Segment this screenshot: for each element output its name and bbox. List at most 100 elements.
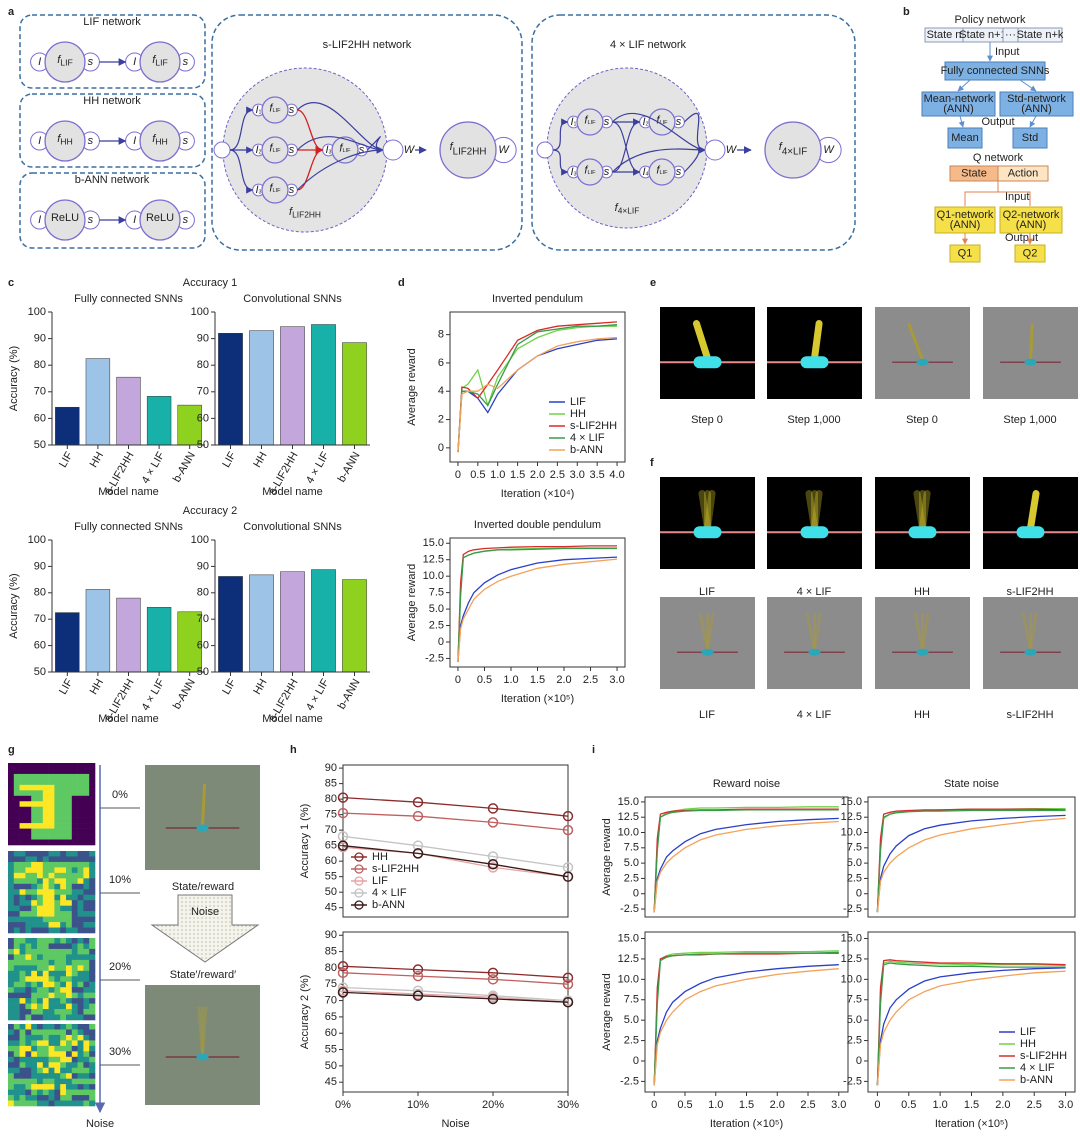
pixel	[48, 823, 55, 829]
neuron	[261, 136, 289, 164]
pixel	[48, 976, 55, 983]
lif4-pool	[546, 67, 708, 229]
pixel	[13, 1029, 20, 1036]
series-line	[342, 845, 569, 878]
pixel	[66, 927, 73, 934]
pixel	[83, 784, 90, 791]
pixel	[19, 922, 26, 928]
node-label: s	[183, 135, 189, 147]
pixel	[60, 959, 67, 966]
pole	[704, 490, 716, 532]
y-tick-label: 75	[325, 809, 337, 821]
flow-box	[999, 206, 1063, 234]
bar	[116, 597, 141, 673]
pixel	[71, 927, 78, 934]
pixel	[42, 900, 49, 906]
pixel	[25, 911, 32, 917]
point	[487, 967, 499, 979]
image-caption: Step 0	[906, 414, 938, 426]
pixel	[66, 872, 73, 879]
pixel	[48, 1045, 55, 1052]
pixel	[25, 784, 32, 791]
x-tick-label: 3.0	[831, 1099, 846, 1111]
image-caption: Step 0	[691, 414, 723, 426]
network-title: b-ANN network	[75, 174, 150, 186]
pixel	[77, 916, 84, 923]
pixel	[31, 1024, 38, 1030]
pixel	[66, 981, 73, 988]
pixel	[37, 872, 44, 879]
pixel	[37, 801, 44, 808]
sim-image	[767, 477, 862, 569]
pixel	[89, 894, 96, 901]
pixel	[89, 905, 96, 912]
y-tick-label: 70	[325, 824, 337, 836]
pixel	[83, 916, 90, 923]
node-label: I	[133, 56, 136, 68]
y-tick-label: 5.0	[847, 857, 862, 869]
pixel	[48, 1051, 55, 1058]
pixel	[89, 784, 96, 791]
pixel	[8, 905, 15, 912]
node-label-base: f	[289, 206, 293, 218]
point	[487, 990, 499, 1001]
pixel	[37, 1100, 44, 1107]
pixel	[71, 894, 78, 901]
pixel	[89, 839, 96, 846]
pixel	[71, 992, 78, 999]
pixel	[13, 1056, 20, 1063]
pixel	[37, 817, 44, 824]
y-tick-label: 0	[633, 1055, 639, 1067]
pixel	[54, 1078, 61, 1085]
pixel	[66, 889, 73, 896]
pixel	[8, 872, 15, 879]
pixel	[19, 784, 26, 791]
series-line	[342, 972, 569, 985]
pixel	[31, 823, 38, 829]
pixel	[60, 1034, 67, 1041]
pixel	[71, 1024, 78, 1030]
point	[337, 987, 349, 998]
pixel	[37, 900, 44, 906]
pixel	[71, 867, 78, 874]
pixel	[71, 965, 78, 972]
node-label: fLIF	[584, 115, 596, 127]
pixel	[66, 1056, 73, 1063]
point	[337, 982, 349, 993]
pixel	[54, 981, 61, 988]
pixel	[25, 1045, 32, 1052]
pixel	[60, 779, 67, 786]
pixel	[42, 938, 49, 944]
pixel	[31, 1078, 38, 1085]
pixel	[25, 900, 32, 906]
y-tick-label: -2.5	[620, 1075, 639, 1087]
pixel	[48, 883, 55, 890]
neuron	[764, 121, 822, 179]
pixel	[42, 1024, 49, 1030]
pixel	[60, 1045, 67, 1052]
pixel	[54, 938, 61, 944]
pixel	[42, 763, 49, 769]
pixel	[19, 927, 26, 934]
flow-box	[921, 91, 996, 117]
pixel	[25, 851, 32, 857]
x-tick-label: 0.5	[470, 469, 485, 481]
y-tick-label: 15.0	[423, 537, 444, 549]
pole	[698, 490, 711, 532]
x-tick-label: 4 × LIF	[304, 450, 332, 486]
pixel	[13, 779, 20, 786]
pixel	[83, 768, 90, 775]
pixel	[19, 981, 26, 988]
pixel	[19, 954, 26, 961]
bar	[280, 571, 305, 673]
pixel	[54, 773, 61, 780]
pixel	[83, 1003, 90, 1010]
pixel	[13, 768, 20, 775]
pixel	[8, 1009, 15, 1015]
pixel	[89, 1089, 96, 1096]
pixel	[83, 773, 90, 780]
pixel	[77, 927, 84, 934]
pixel	[48, 1062, 55, 1069]
pixel	[48, 916, 55, 923]
pixel	[77, 878, 84, 885]
